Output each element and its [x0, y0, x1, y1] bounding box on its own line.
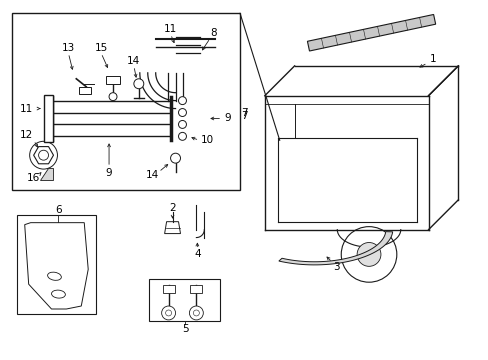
Text: 2: 2 [169, 203, 176, 213]
Text: 8: 8 [209, 28, 216, 38]
Text: 14: 14 [127, 56, 140, 66]
Text: 10: 10 [200, 135, 213, 145]
Text: 1: 1 [429, 54, 436, 64]
Bar [79, 87, 91, 94]
Circle shape [178, 96, 186, 105]
Circle shape [341, 227, 396, 282]
Polygon shape [278, 231, 392, 265]
Polygon shape [307, 14, 435, 51]
Text: 5: 5 [182, 324, 188, 334]
Circle shape [39, 150, 48, 160]
Bar [190, 285, 202, 293]
Text: 3: 3 [332, 262, 339, 272]
Polygon shape [164, 222, 180, 234]
Polygon shape [34, 147, 53, 164]
Bar [12, 13, 240, 190]
Bar [43, 95, 53, 142]
Text: 4: 4 [194, 249, 200, 260]
Circle shape [109, 93, 117, 100]
Circle shape [165, 310, 171, 316]
Bar [106, 76, 120, 84]
Bar [148, 279, 220, 321]
Text: 15: 15 [94, 43, 107, 53]
Text: 7: 7 [240, 108, 247, 117]
Circle shape [30, 141, 57, 169]
Text: 6: 6 [55, 205, 61, 215]
Text: 7: 7 [240, 111, 247, 121]
Text: 12: 12 [20, 130, 33, 140]
Circle shape [356, 243, 380, 266]
Bar [17, 215, 96, 314]
Circle shape [178, 121, 186, 129]
Ellipse shape [47, 272, 61, 280]
Circle shape [193, 310, 199, 316]
Polygon shape [25, 223, 88, 309]
Text: 14: 14 [146, 170, 159, 180]
Circle shape [178, 109, 186, 117]
Circle shape [178, 132, 186, 140]
Bar [163, 285, 174, 293]
Circle shape [162, 306, 175, 320]
Text: 13: 13 [61, 43, 75, 53]
Text: 11: 11 [20, 104, 33, 113]
Text: 11: 11 [163, 24, 177, 34]
Circle shape [170, 153, 180, 163]
Text: 9: 9 [224, 113, 231, 123]
Text: 9: 9 [105, 168, 112, 178]
Polygon shape [40, 168, 53, 180]
Circle shape [134, 79, 143, 89]
Text: 16: 16 [27, 173, 40, 183]
Circle shape [189, 306, 203, 320]
Ellipse shape [51, 290, 65, 298]
